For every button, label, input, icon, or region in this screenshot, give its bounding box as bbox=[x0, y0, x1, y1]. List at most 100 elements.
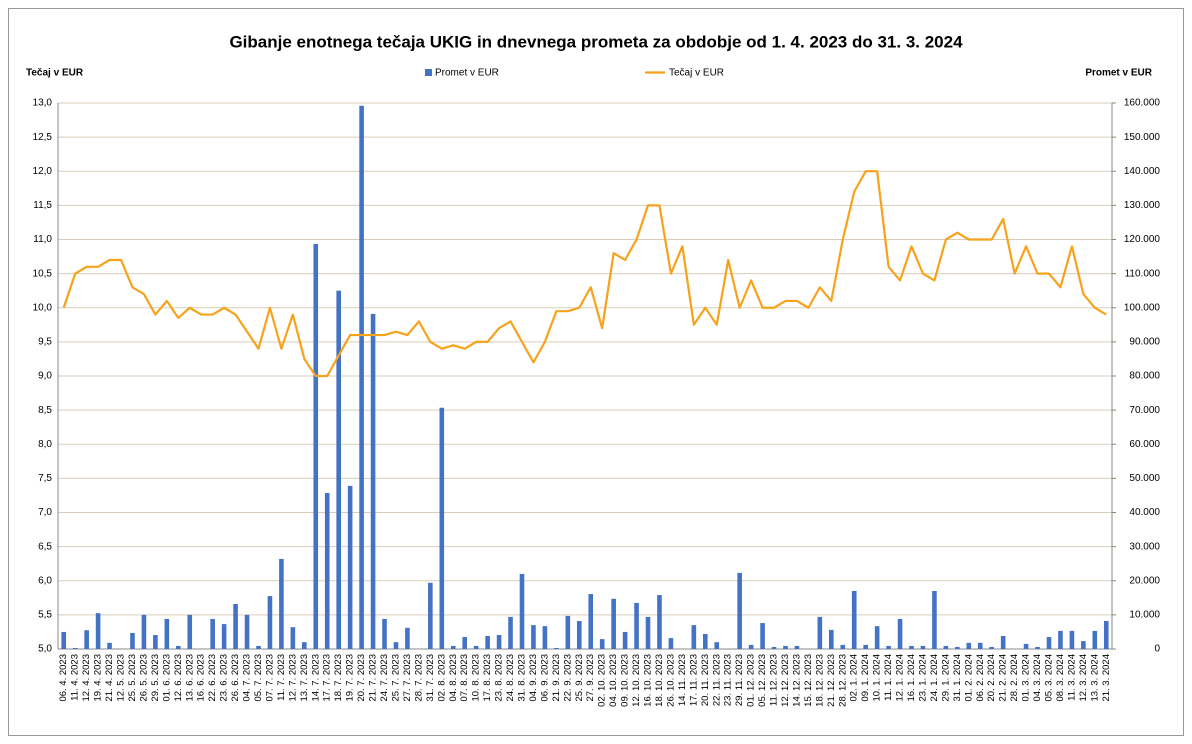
x-tick-label: 29. 11. 2023 bbox=[734, 654, 745, 706]
x-tick-label: 04. 3. 2024 bbox=[1032, 654, 1043, 702]
bar bbox=[737, 572, 742, 649]
bar bbox=[130, 632, 135, 649]
bar bbox=[760, 623, 765, 649]
bar bbox=[405, 627, 410, 649]
y-axis-title: Tečaj v EUR bbox=[26, 68, 84, 79]
x-tick-label: 13. 6. 2023 bbox=[184, 654, 195, 702]
y2-tick-label: 60.000 bbox=[1129, 439, 1160, 450]
x-tick-label: 19. 7. 2023 bbox=[345, 654, 356, 702]
x-tick-label: 18. 12. 2023 bbox=[814, 654, 825, 707]
x-tick-label: 21. 9. 2023 bbox=[551, 654, 562, 702]
line bbox=[62, 170, 1107, 378]
bar bbox=[519, 573, 525, 649]
bar bbox=[588, 594, 594, 649]
bar bbox=[324, 493, 330, 649]
bar bbox=[554, 647, 559, 649]
bar bbox=[347, 485, 353, 649]
bar bbox=[61, 631, 67, 649]
x-tick-label: 14. 12. 2023 bbox=[791, 654, 802, 707]
y2-tick-label: 0 bbox=[1154, 644, 1160, 655]
bar bbox=[439, 407, 445, 649]
bar bbox=[1000, 636, 1006, 649]
x-tick-label: 19. 4. 2023 bbox=[93, 654, 104, 702]
x-tick-label: 31. 7. 2023 bbox=[425, 654, 436, 702]
x-tick-label: 22. 11. 2023 bbox=[711, 654, 722, 706]
bar bbox=[920, 645, 926, 649]
bar bbox=[302, 642, 307, 649]
bar bbox=[531, 625, 536, 649]
x-tick-label: 14. 11. 2023 bbox=[677, 654, 688, 706]
bar bbox=[886, 645, 891, 649]
bar bbox=[72, 647, 78, 649]
bar bbox=[955, 646, 960, 649]
x-tick-label: 13. 7. 2023 bbox=[299, 654, 310, 702]
y2-tick-label: 40.000 bbox=[1129, 507, 1160, 518]
y2-tick-label: 100.000 bbox=[1124, 302, 1161, 313]
x-tick-label: 24. 1. 2024 bbox=[929, 654, 940, 702]
bar bbox=[175, 645, 181, 649]
x-tick-label: 12. 3. 2024 bbox=[1078, 654, 1089, 702]
bar bbox=[622, 631, 628, 649]
x-tick-label: 04. 9. 2023 bbox=[528, 654, 539, 702]
x-tick-label: 26. 10. 2023 bbox=[665, 654, 676, 707]
bar bbox=[794, 645, 800, 649]
y-tick-label: 6,0 bbox=[38, 575, 52, 586]
bar bbox=[95, 613, 101, 649]
x-tick-label: 12. 5. 2023 bbox=[116, 654, 127, 702]
y-tick-label: 9,5 bbox=[38, 337, 52, 348]
x-tick-label: 21. 2. 2024 bbox=[998, 654, 1009, 702]
x-tick-label: 09. 10. 2023 bbox=[620, 654, 631, 707]
bar bbox=[657, 595, 662, 649]
x-tick-label: 25. 7. 2023 bbox=[390, 654, 401, 702]
x-tick-label: 23. 1. 2024 bbox=[917, 654, 928, 702]
x-tick-label: 23. 8. 2023 bbox=[494, 654, 505, 702]
bar bbox=[485, 636, 490, 649]
bar bbox=[829, 629, 834, 649]
y2-tick-label: 140.000 bbox=[1124, 166, 1161, 177]
x-tick-label: 21. 4. 2023 bbox=[104, 654, 115, 702]
y2-tick-label: 110.000 bbox=[1125, 268, 1161, 279]
bar bbox=[244, 614, 250, 649]
y2-tick-label: 10.000 bbox=[1129, 610, 1160, 621]
x-tick-label: 31. 1. 2024 bbox=[952, 654, 963, 702]
bar bbox=[909, 645, 914, 649]
x-tick-label: 28. 12. 2023 bbox=[837, 654, 848, 707]
y2-tick-label: 30.000 bbox=[1129, 541, 1160, 552]
bar bbox=[1023, 643, 1029, 649]
x-tick-label: 07. 7. 2023 bbox=[264, 654, 275, 702]
x-tick-label: 04. 7. 2023 bbox=[242, 654, 253, 702]
x-tick-label: 13. 3. 2024 bbox=[1089, 654, 1100, 702]
x-tick-label: 02. 10. 2023 bbox=[597, 654, 608, 707]
bar bbox=[977, 642, 983, 649]
bar bbox=[943, 645, 949, 649]
y2-tick-label: 70.000 bbox=[1129, 405, 1160, 416]
x-tick-label: 22. 6. 2023 bbox=[207, 654, 218, 702]
y-tick-label: 6,5 bbox=[38, 541, 52, 552]
x-tick-label: 22. 9. 2023 bbox=[562, 654, 573, 702]
bar bbox=[897, 618, 903, 649]
y2-tick-label: 150.000 bbox=[1124, 132, 1161, 143]
bar bbox=[966, 642, 972, 649]
y-tick-label: 5,0 bbox=[38, 644, 52, 655]
bar bbox=[382, 618, 387, 649]
bar bbox=[783, 645, 788, 649]
x-tick-label: 01. 2. 2024 bbox=[963, 654, 974, 702]
x-tick-label: 25. 9. 2023 bbox=[574, 654, 585, 702]
x-tick-label: 21. 7. 2023 bbox=[368, 654, 379, 702]
x-tick-label: 31. 8. 2023 bbox=[517, 654, 528, 702]
x-tick-label: 16. 1. 2024 bbox=[906, 654, 917, 702]
chart-title: Gibanje enotnega tečaja UKIG in dnevnega… bbox=[229, 32, 963, 51]
x-tick-label: 21. 3. 2024 bbox=[1101, 654, 1112, 702]
x-tick-label: 16. 10. 2023 bbox=[643, 654, 654, 707]
y-tick-label: 13,0 bbox=[33, 98, 53, 109]
bar bbox=[576, 621, 582, 649]
x-tick-label: 29. 1. 2024 bbox=[940, 654, 951, 702]
bar bbox=[267, 596, 273, 649]
x-tick-label: 11. 4. 2023 bbox=[70, 654, 81, 701]
chart-border bbox=[8, 8, 1184, 736]
y2-tick-label: 50.000 bbox=[1129, 473, 1160, 484]
bar bbox=[840, 644, 846, 649]
x-tick-label: 21. 12. 2023 bbox=[826, 654, 837, 707]
x-tick-label: 27. 7. 2023 bbox=[402, 654, 413, 702]
